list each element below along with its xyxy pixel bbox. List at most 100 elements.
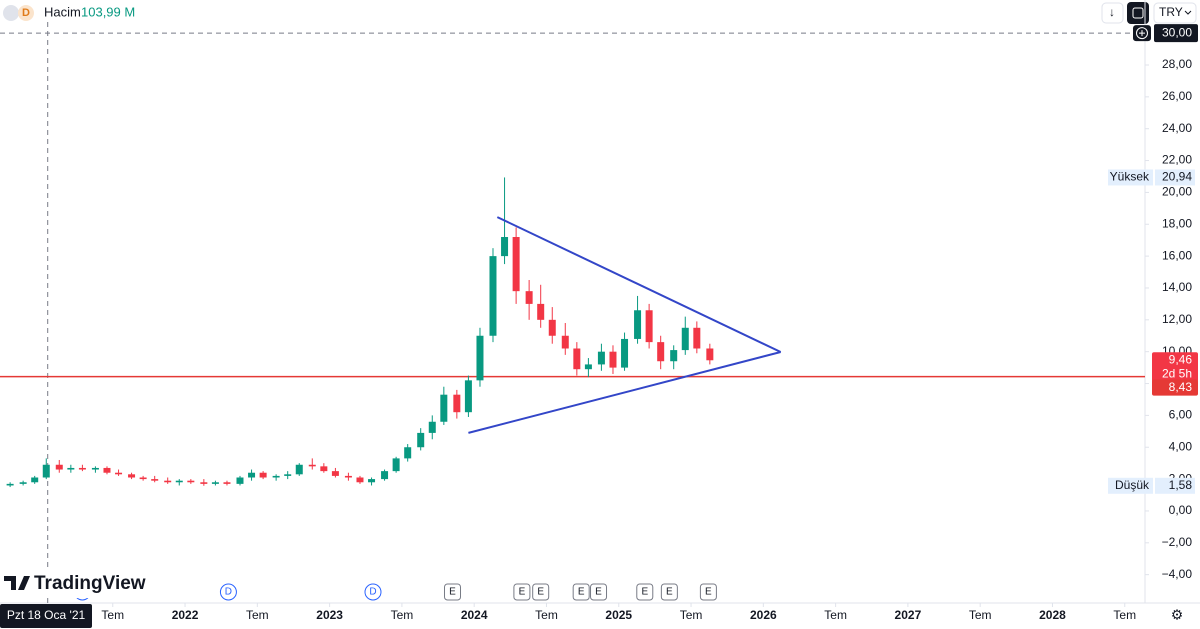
y-tick-label: 24,00 <box>1162 121 1192 135</box>
candle-body <box>248 472 256 478</box>
candle-body <box>200 482 208 484</box>
indicator-value: 103,99 M <box>81 4 135 19</box>
chevron[interactable] <box>1184 10 1192 15</box>
x-tick-label: 2022 <box>172 608 199 622</box>
candle-body <box>236 477 244 484</box>
settings-icon[interactable]: ⚙ <box>1171 607 1184 623</box>
candle-body <box>476 335 484 381</box>
candle-body <box>392 458 400 472</box>
candle-body <box>561 335 569 349</box>
candle-body <box>284 474 292 476</box>
x-tick-label: 2024 <box>461 608 488 622</box>
candle-body <box>55 464 63 470</box>
candle-body <box>368 479 376 483</box>
candle-body <box>634 310 642 339</box>
candle-body <box>78 467 86 470</box>
event-label: E <box>578 587 585 598</box>
x-tick-label: Tem <box>680 608 703 622</box>
x-tick-label: 2028 <box>1039 608 1066 622</box>
price-tag-name: Düşük <box>1115 478 1150 492</box>
crosshair-date: Pzt 18 Oca '21 <box>7 608 86 622</box>
candle-body <box>597 351 605 365</box>
event-badge <box>219 583 237 601</box>
candle-body <box>115 472 123 475</box>
x-tick-label: 2026 <box>750 608 777 622</box>
trendline <box>468 351 781 434</box>
event-badge <box>444 583 462 601</box>
price-tag-name-bg <box>1108 169 1153 186</box>
y-tick-label: 20,00 <box>1162 185 1192 199</box>
candle-body <box>693 327 701 349</box>
candle-body <box>584 364 592 370</box>
candle-body <box>151 479 159 481</box>
crosshair-date-bg <box>0 604 92 628</box>
y-tick-label: 4,00 <box>1169 439 1193 453</box>
candle-body <box>19 482 27 484</box>
candle-body <box>525 291 533 304</box>
candle-body <box>295 464 303 475</box>
event-badge <box>572 583 590 601</box>
candle-body <box>657 342 665 362</box>
download-icon[interactable]: ↓ <box>1109 5 1115 19</box>
candle-body <box>356 477 364 483</box>
event-badge <box>364 583 382 601</box>
y-tick-label: 0,00 <box>1169 503 1193 517</box>
y-tick-label: 14,00 <box>1162 280 1192 294</box>
price-tag-bg <box>1155 477 1195 494</box>
last-price-bg <box>1152 352 1198 383</box>
candle-body <box>512 237 520 292</box>
x-tick-label: 2027 <box>895 608 922 622</box>
candle-body <box>573 348 581 370</box>
event-label: D <box>225 587 232 598</box>
interval-badge <box>18 5 34 21</box>
event-label: E <box>641 587 648 598</box>
candle-body <box>440 394 448 422</box>
y-tick-label: 22,00 <box>1162 153 1192 167</box>
price-tag-name-bg <box>1108 477 1153 494</box>
logo: TradingView <box>34 573 146 594</box>
currency[interactable]: TRY <box>1159 5 1183 19</box>
event-badge <box>590 583 608 601</box>
candle-body <box>331 471 339 476</box>
symbol-icon <box>3 5 19 21</box>
x-tick-label: 2025 <box>605 608 632 622</box>
candle-body <box>320 466 328 472</box>
price-tag-name: Yüksek <box>1110 170 1150 184</box>
event-badge <box>513 583 531 601</box>
x-tick-label: Tem <box>1113 608 1136 622</box>
y-tick-label: 26,00 <box>1162 89 1192 103</box>
fullscreen-button[interactable] <box>1127 2 1149 24</box>
candle-body <box>645 310 653 343</box>
fullscreen-icon[interactable] <box>1132 7 1144 19</box>
candle-body <box>609 351 617 368</box>
candle-body <box>259 472 267 478</box>
candle-body <box>417 432 425 448</box>
candle-body <box>272 475 280 478</box>
event-badge <box>636 583 654 601</box>
candle-body <box>706 348 714 361</box>
candle-body <box>175 480 183 483</box>
currency-button[interactable] <box>1153 2 1197 24</box>
candle-body <box>211 482 219 484</box>
indicator-name: Hacim <box>44 4 81 19</box>
x-tick-label: 2023 <box>316 608 343 622</box>
candle-body <box>453 394 461 413</box>
price-tag-bg <box>1155 169 1195 186</box>
trendline <box>496 216 782 353</box>
x-tick-label: Tem <box>969 608 992 622</box>
event-badge <box>532 583 550 601</box>
y-tick-label: 6,00 <box>1169 408 1193 422</box>
y-tick-label: 18,00 <box>1162 216 1192 230</box>
y-tick-label: −4,00 <box>1162 567 1193 581</box>
candle-body <box>381 471 389 480</box>
event-label: D <box>369 587 376 598</box>
candle-body <box>42 464 50 478</box>
last-price: 9,46 <box>1169 352 1193 366</box>
candle-body <box>6 483 14 486</box>
crosshair-price: 30,00 <box>1162 25 1192 39</box>
candle-body <box>621 338 629 368</box>
download-button[interactable] <box>1101 2 1124 24</box>
